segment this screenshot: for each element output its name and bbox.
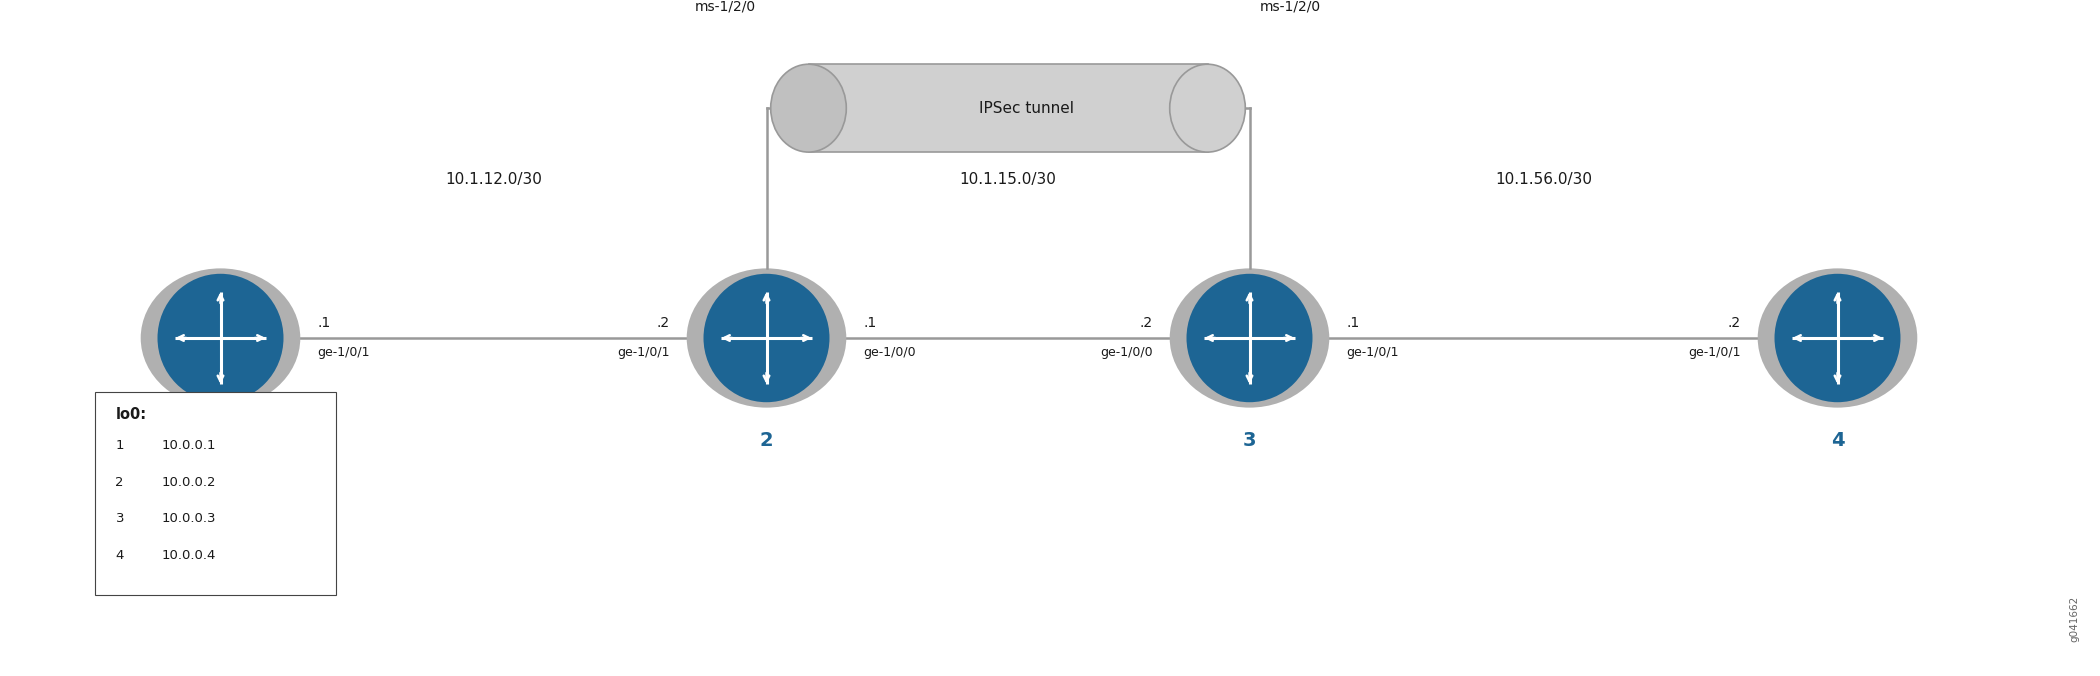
Text: 10.0.0.2: 10.0.0.2 (162, 476, 216, 489)
Text: lo0:: lo0: (116, 407, 147, 422)
Text: IPSec tunnel: IPSec tunnel (979, 101, 1075, 116)
Text: ge-1/0/1: ge-1/0/1 (1688, 346, 1741, 359)
Text: 10.0.0.1: 10.0.0.1 (162, 439, 216, 452)
Ellipse shape (141, 268, 300, 408)
Ellipse shape (1170, 64, 1245, 152)
Ellipse shape (1170, 268, 1329, 408)
Ellipse shape (704, 274, 830, 402)
Text: ms-1/2/0: ms-1/2/0 (1260, 0, 1321, 14)
FancyBboxPatch shape (94, 392, 336, 595)
Text: .1: .1 (863, 316, 876, 330)
Ellipse shape (687, 268, 846, 408)
Ellipse shape (1758, 268, 1917, 408)
Text: 1: 1 (116, 439, 124, 452)
Text: .2: .2 (1140, 316, 1153, 330)
Text: 2: 2 (116, 476, 124, 489)
Text: .1: .1 (317, 316, 330, 330)
Text: ms-1/2/0: ms-1/2/0 (695, 0, 756, 14)
Text: 1: 1 (214, 431, 227, 450)
Text: ge-1/0/1: ge-1/0/1 (317, 346, 370, 359)
Text: .1: .1 (1346, 316, 1359, 330)
Text: .2: .2 (1728, 316, 1741, 330)
Text: 4: 4 (116, 549, 124, 562)
Text: ge-1/0/1: ge-1/0/1 (617, 346, 670, 359)
Ellipse shape (1186, 274, 1312, 402)
Text: 10.1.56.0/30: 10.1.56.0/30 (1495, 172, 1592, 187)
Ellipse shape (1774, 274, 1900, 402)
Text: 10.0.0.4: 10.0.0.4 (162, 549, 216, 562)
Text: g041662: g041662 (2071, 596, 2079, 642)
Text: 10.0.0.3: 10.0.0.3 (162, 512, 216, 525)
Text: .2: .2 (657, 316, 670, 330)
Text: 2: 2 (760, 431, 773, 450)
Text: 4: 4 (1831, 431, 1844, 450)
Text: ge-1/0/0: ge-1/0/0 (1100, 346, 1153, 359)
Ellipse shape (771, 64, 846, 152)
Polygon shape (808, 64, 1208, 152)
Ellipse shape (158, 274, 284, 402)
Text: 10.1.12.0/30: 10.1.12.0/30 (445, 172, 542, 187)
Text: 10.1.15.0/30: 10.1.15.0/30 (960, 172, 1056, 187)
Text: 3: 3 (116, 512, 124, 525)
Text: ge-1/0/1: ge-1/0/1 (1346, 346, 1399, 359)
Text: 3: 3 (1243, 431, 1256, 450)
Text: ge-1/0/0: ge-1/0/0 (863, 346, 916, 359)
